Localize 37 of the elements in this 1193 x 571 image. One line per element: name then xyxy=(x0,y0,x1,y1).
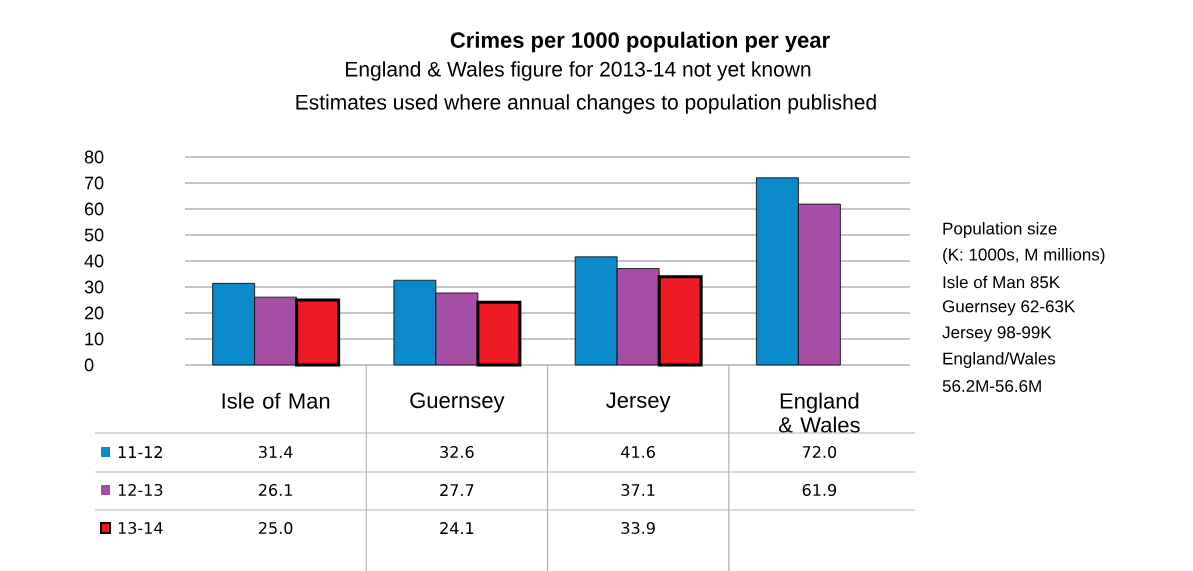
data-label: 25.0 xyxy=(258,521,293,535)
text: (K: 1000s, M millions) xyxy=(943,248,1105,264)
data-label: 61.9 xyxy=(802,483,837,497)
x-tick-label: Isle of Man xyxy=(222,392,330,409)
legend-label: 11-12 xyxy=(118,446,162,458)
legend-label: 13-14 xyxy=(118,521,163,535)
y-tick-label: 50 xyxy=(84,228,104,242)
x-tick-label: Jersey xyxy=(606,392,671,413)
legend-label: 12-13 xyxy=(118,483,163,497)
y-tick-label: 40 xyxy=(84,254,104,268)
data-label: 24.1 xyxy=(440,522,474,534)
text: 56.2M-56.6M xyxy=(942,379,1041,392)
chart-subtitle: England & Wales figure for 2013-14 not yet known xyxy=(346,61,811,81)
data-label: 27.7 xyxy=(440,484,474,496)
y-tick-label: 30 xyxy=(84,280,104,294)
x-tick-label: England & Wales xyxy=(779,392,860,433)
data-label: 41.6 xyxy=(621,445,655,459)
data-label: 37.1 xyxy=(621,483,655,497)
y-tick-label: 70 xyxy=(84,176,104,190)
text: Jersey 98-99K xyxy=(942,326,1052,342)
text: Estimates used where annual changes to population published xyxy=(296,94,876,114)
data-label: 33.9 xyxy=(621,521,655,535)
text: England/Wales xyxy=(943,352,1056,368)
text: Isle of Man 85K xyxy=(943,275,1060,289)
text: Population size xyxy=(943,222,1057,238)
data-label: 31.4 xyxy=(259,445,293,459)
y-tick-label: 60 xyxy=(84,202,104,216)
y-tick-label: 10 xyxy=(85,332,104,346)
y-tick-label: 20 xyxy=(84,306,104,320)
chart-title: Crimes per 1000 population per year xyxy=(450,31,830,53)
y-tick-label: 80 xyxy=(84,150,104,164)
data-label: 32.6 xyxy=(440,445,474,459)
data-label: 26.1 xyxy=(258,483,292,497)
y-tick-label: 0 xyxy=(84,358,94,372)
text: Guernsey 62-63K xyxy=(942,300,1076,316)
data-label: 72.0 xyxy=(802,445,837,459)
x-tick-label: Guernsey xyxy=(410,392,505,413)
